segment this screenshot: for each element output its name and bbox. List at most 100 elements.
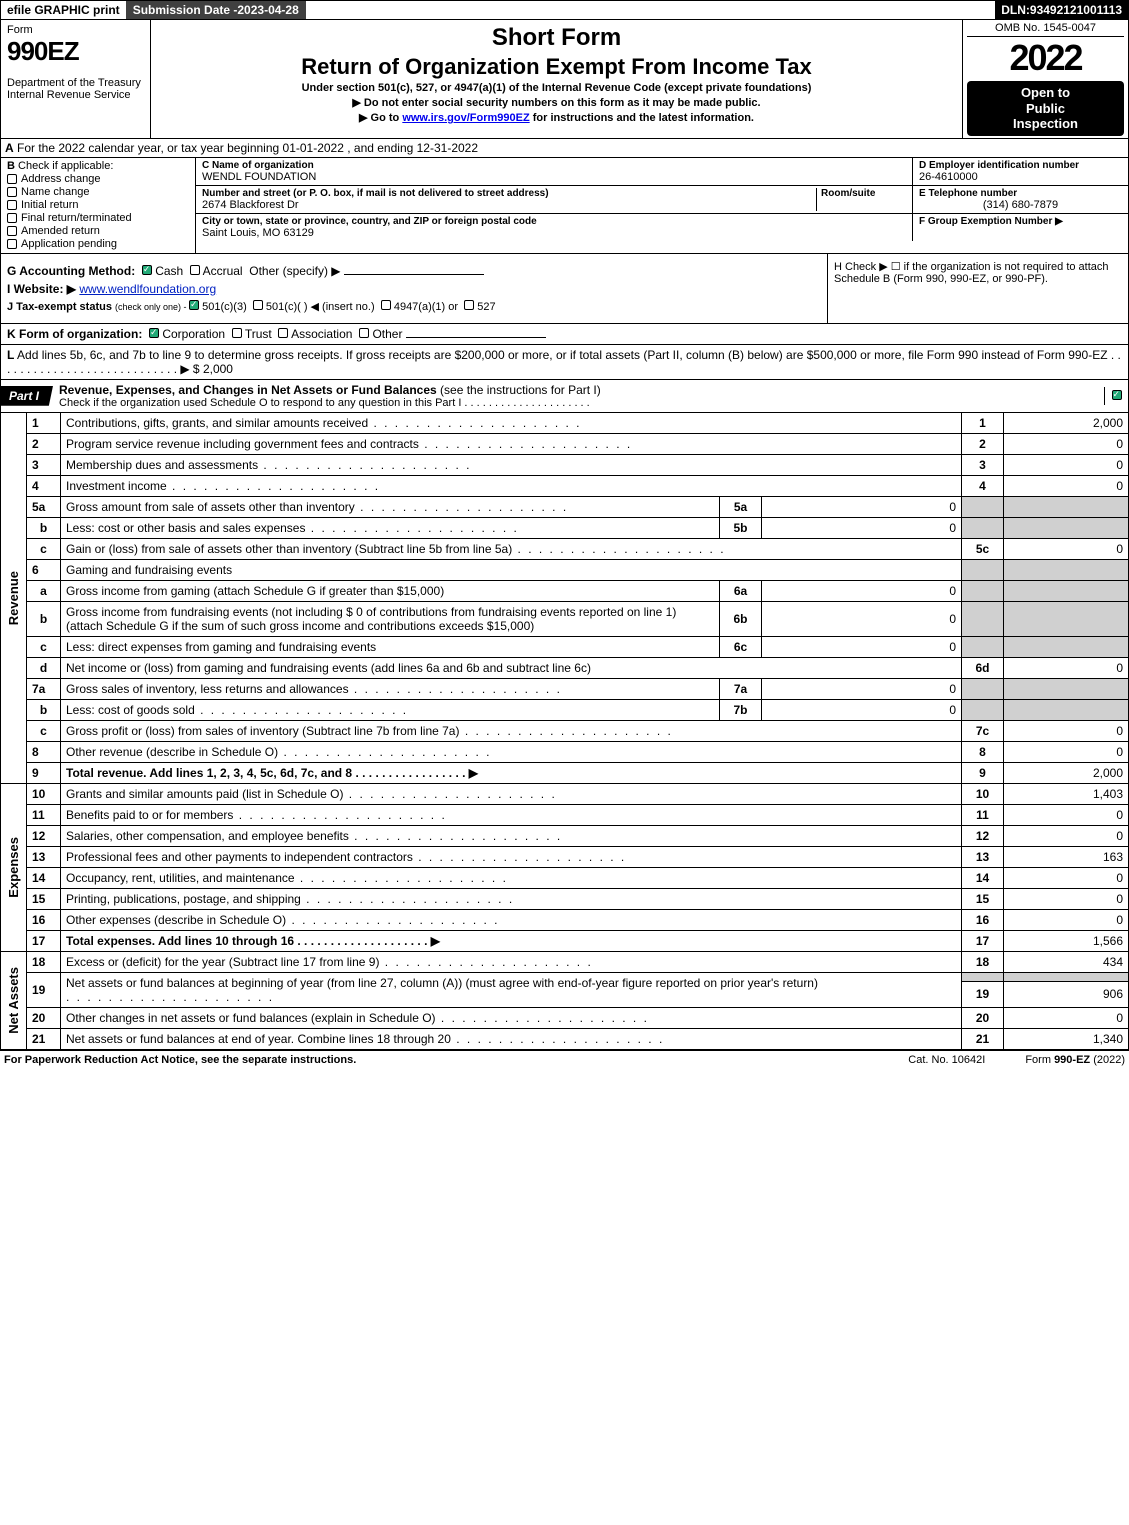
k-other-input[interactable] bbox=[406, 337, 546, 338]
col-cde: C Name of organization WENDL FOUNDATION … bbox=[196, 158, 1128, 253]
row-k: K Form of organization: Corporation Trus… bbox=[0, 324, 1129, 345]
lv: 1,566 bbox=[1004, 930, 1129, 951]
group-label: F Group Exemption Number ▶ bbox=[919, 216, 1122, 227]
lr: 13 bbox=[962, 846, 1004, 867]
col-b: B Check if applicable: Address change Na… bbox=[1, 158, 196, 253]
lv: 0 bbox=[1004, 825, 1129, 846]
ln: 13 bbox=[27, 846, 61, 867]
shade bbox=[1004, 601, 1129, 636]
irs-link[interactable]: www.irs.gov/Form990EZ bbox=[402, 112, 529, 124]
g-label: G Accounting Method: bbox=[7, 264, 135, 278]
part1-check[interactable] bbox=[1104, 387, 1128, 405]
lv: 0 bbox=[1004, 433, 1129, 454]
lsv: 0 bbox=[762, 496, 962, 517]
chk-501c3[interactable] bbox=[189, 300, 199, 310]
chk-4947[interactable] bbox=[381, 300, 391, 310]
lv: 2,000 bbox=[1004, 413, 1129, 434]
efile-print[interactable]: efile GRAPHIC print bbox=[1, 1, 127, 19]
line-16: 16 Other expenses (describe in Schedule … bbox=[1, 909, 1129, 930]
chk-other[interactable] bbox=[359, 328, 369, 338]
g-other: Other (specify) ▶ bbox=[249, 264, 340, 278]
chk-address-change[interactable]: Address change bbox=[7, 173, 189, 185]
lv: 0 bbox=[1004, 804, 1129, 825]
lr: 19 bbox=[962, 981, 1004, 1007]
lv: 0 bbox=[1004, 454, 1129, 475]
page-footer: For Paperwork Reduction Act Notice, see … bbox=[0, 1050, 1129, 1069]
website-link[interactable]: www.wendlfoundation.org bbox=[79, 282, 216, 296]
i-label: I Website: ▶ bbox=[7, 282, 76, 296]
g-other-input[interactable] bbox=[344, 274, 484, 275]
ld: Net income or (loss) from gaming and fun… bbox=[66, 661, 591, 675]
ld: Net assets or fund balances at beginning… bbox=[66, 976, 818, 990]
lv: 0 bbox=[1004, 538, 1129, 559]
footer-right-pre: Form bbox=[1025, 1054, 1054, 1066]
line-6a: a Gross income from gaming (attach Sched… bbox=[1, 580, 1129, 601]
chk-trust[interactable] bbox=[232, 328, 242, 338]
line-6b: b Gross income from fundraising events (… bbox=[1, 601, 1129, 636]
ld: Total expenses. Add lines 10 through 16 … bbox=[66, 934, 440, 948]
chk-association[interactable] bbox=[278, 328, 288, 338]
lr: 7c bbox=[962, 720, 1004, 741]
chk-label: Application pending bbox=[21, 238, 117, 250]
dln: DLN: 93492121001113 bbox=[995, 1, 1128, 19]
lr: 17 bbox=[962, 930, 1004, 951]
city-value: Saint Louis, MO 63129 bbox=[202, 227, 906, 239]
irs-label: Internal Revenue Service bbox=[7, 89, 144, 101]
ln: 1 bbox=[27, 413, 61, 434]
lv: 0 bbox=[1004, 741, 1129, 762]
ld: Gain or (loss) from sale of assets other… bbox=[66, 542, 512, 556]
tel-label: E Telephone number bbox=[919, 188, 1122, 199]
chk-527[interactable] bbox=[464, 300, 474, 310]
chk-initial-return[interactable]: Initial return bbox=[7, 199, 189, 211]
ln: b bbox=[27, 699, 61, 720]
line-21: 21 Net assets or fund balances at end of… bbox=[1, 1028, 1129, 1049]
chk-application-pending[interactable]: Application pending bbox=[7, 238, 189, 250]
chk-amended-return[interactable]: Amended return bbox=[7, 225, 189, 237]
open-line1: Open to bbox=[969, 85, 1122, 101]
goto-pre: ▶ Go to bbox=[359, 112, 402, 124]
ld: Other changes in net assets or fund bala… bbox=[66, 1011, 436, 1025]
row-a-prefix: A bbox=[5, 141, 14, 155]
chk-label: Final return/terminated bbox=[21, 212, 132, 224]
line-14: 14 Occupancy, rent, utilities, and maint… bbox=[1, 867, 1129, 888]
lsv: 0 bbox=[762, 678, 962, 699]
lr: 8 bbox=[962, 741, 1004, 762]
part1-title: Revenue, Expenses, and Changes in Net As… bbox=[53, 380, 1104, 412]
shade bbox=[1004, 699, 1129, 720]
side-netassets: Net Assets bbox=[1, 951, 27, 1049]
shade bbox=[962, 601, 1004, 636]
chk-501c[interactable] bbox=[253, 300, 263, 310]
lr: 3 bbox=[962, 454, 1004, 475]
side-revenue: Revenue bbox=[1, 413, 27, 784]
subdate-label: Submission Date - bbox=[133, 3, 238, 17]
lv: 0 bbox=[1004, 888, 1129, 909]
line-20: 20 Other changes in net assets or fund b… bbox=[1, 1007, 1129, 1028]
ln: 10 bbox=[27, 783, 61, 804]
chk-corporation[interactable] bbox=[149, 328, 159, 338]
ln: 16 bbox=[27, 909, 61, 930]
line-5a: 5a Gross amount from sale of assets othe… bbox=[1, 496, 1129, 517]
city-cell: City or town, state or province, country… bbox=[196, 214, 913, 241]
open-line2: Public bbox=[969, 101, 1122, 117]
lsv: 0 bbox=[762, 580, 962, 601]
lr: 5c bbox=[962, 538, 1004, 559]
shade bbox=[1004, 636, 1129, 657]
tel-cell: E Telephone number (314) 680-7879 bbox=[913, 186, 1128, 213]
checkbox-icon bbox=[7, 213, 17, 223]
j-501c3: 501(c)(3) bbox=[202, 301, 247, 313]
shade bbox=[1004, 678, 1129, 699]
return-title: Return of Organization Exempt From Incom… bbox=[159, 54, 954, 80]
chk-accrual[interactable] bbox=[190, 265, 200, 275]
chk-final-return[interactable]: Final return/terminated bbox=[7, 212, 189, 224]
lsb: 7b bbox=[720, 699, 762, 720]
ln: b bbox=[27, 517, 61, 538]
topbar: efile GRAPHIC print Submission Date - 20… bbox=[0, 0, 1129, 20]
line-17: 17 Total expenses. Add lines 10 through … bbox=[1, 930, 1129, 951]
h-text: H Check ▶ ☐ if the organization is not r… bbox=[834, 261, 1109, 285]
ld: Gross sales of inventory, less returns a… bbox=[66, 682, 349, 696]
chk-name-change[interactable]: Name change bbox=[7, 186, 189, 198]
row-a: A For the 2022 calendar year, or tax yea… bbox=[0, 139, 1129, 158]
chk-cash[interactable] bbox=[142, 265, 152, 275]
form-number: 990EZ bbox=[7, 36, 144, 67]
shade bbox=[962, 496, 1004, 517]
